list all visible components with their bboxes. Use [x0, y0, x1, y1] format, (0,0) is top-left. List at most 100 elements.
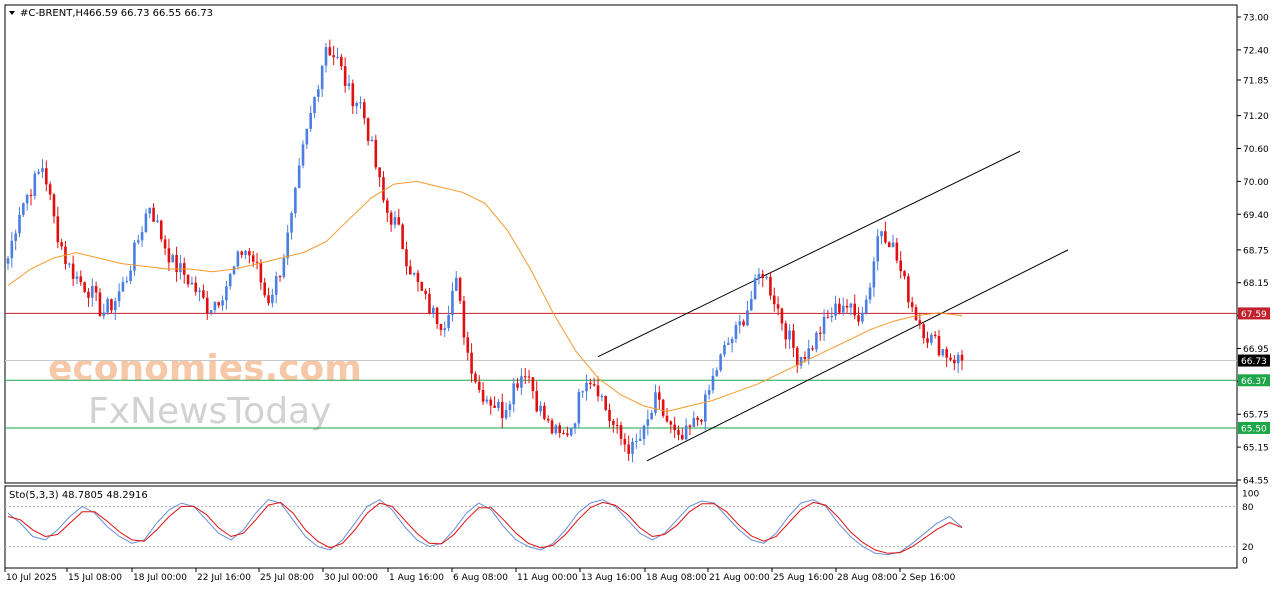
- level-price-labels: 67.59 66.73 66.37 65.50: [1238, 307, 1270, 434]
- level-label: 67.59: [1241, 310, 1267, 320]
- candle-body: [359, 102, 362, 104]
- candle-body: [462, 300, 466, 338]
- time-tick-label: 2 Sep 16:00: [901, 573, 956, 583]
- candle-body: [294, 187, 297, 214]
- candle-body: [71, 263, 75, 279]
- candle-body: [366, 118, 370, 142]
- candle-body: [6, 258, 10, 264]
- moving-average-line: [7, 180, 963, 413]
- candle-body: [876, 236, 880, 262]
- chevron-down-icon[interactable]: [9, 11, 15, 15]
- indicator-pane-frame: [4, 485, 1238, 569]
- time-tick-label: 11 Aug 00:00: [517, 573, 578, 583]
- candle-body: [615, 424, 619, 426]
- candle-body: [45, 168, 48, 185]
- price-tick-label: 71.85: [1243, 77, 1269, 87]
- candle-body: [807, 348, 811, 360]
- candle-body: [190, 282, 194, 285]
- candle-body: [677, 430, 680, 435]
- price-tick-label: 68.15: [1243, 279, 1269, 289]
- candle-body: [343, 66, 347, 86]
- candle-body: [324, 47, 328, 66]
- candle-body: [351, 83, 355, 107]
- candle-body: [868, 287, 872, 300]
- candle-body: [52, 194, 56, 217]
- candle-body: [313, 96, 316, 114]
- channel-lower-line: [646, 249, 1069, 462]
- candle-body: [719, 354, 722, 371]
- candle-body: [826, 316, 830, 318]
- candle-body: [730, 338, 734, 344]
- level-badge: [1238, 374, 1270, 387]
- candle-body: [152, 207, 155, 222]
- candle-body: [454, 277, 458, 291]
- candle-body: [309, 113, 312, 129]
- candle-body: [619, 425, 623, 439]
- candle-body: [378, 167, 381, 178]
- candle-body: [956, 354, 960, 364]
- candle-body: [681, 434, 684, 440]
- price-tick-label: 65.75: [1243, 411, 1269, 421]
- candle-body: [933, 334, 937, 336]
- candle-body: [401, 224, 404, 250]
- candle-body: [834, 303, 837, 316]
- price-tick-label: 68.75: [1243, 246, 1269, 256]
- candle-body: [895, 242, 899, 261]
- stochastic-axis: 100 80 20 0: [1242, 490, 1259, 567]
- price-tick-label: 64.55: [1243, 477, 1269, 487]
- candle-body: [937, 335, 941, 356]
- candle-body: [60, 242, 63, 247]
- candle-body: [527, 376, 531, 378]
- stoch-signal-line: [7, 501, 963, 554]
- candle-body: [650, 412, 653, 420]
- time-axis: 10 Jul 2025 15 Jul 08:00 18 Jul 00:00 22 Ju…: [4, 568, 956, 583]
- candle-body: [428, 293, 431, 314]
- candle-body: [573, 423, 577, 429]
- candle-body: [945, 349, 948, 358]
- candle-body: [14, 233, 17, 241]
- candle-body: [692, 417, 696, 427]
- candle-body: [903, 271, 906, 277]
- time-tick-label: 25 Aug 16:00: [773, 573, 834, 583]
- candle-body: [393, 217, 397, 225]
- candle-body: [596, 385, 600, 397]
- symbol-label: #C-BRENT,H4: [20, 8, 89, 19]
- candle-body: [167, 248, 171, 263]
- candle-body: [604, 396, 607, 410]
- candle-body: [485, 399, 489, 402]
- price-tick-label: 70.00: [1243, 178, 1269, 188]
- candle-body: [880, 231, 883, 237]
- candle-body: [263, 282, 266, 296]
- level-label: 66.73: [1241, 357, 1267, 367]
- stochastic-oscillator: [5, 499, 1237, 556]
- candle-body: [784, 323, 788, 340]
- level-label: 65.50: [1241, 424, 1267, 434]
- candle-body: [18, 214, 21, 234]
- candle-body: [684, 425, 688, 440]
- time-tick-label: 10 Jul 2025: [6, 573, 57, 583]
- candle-body: [520, 376, 523, 388]
- stochastic-label: Sto(5,3,3) 48.7805 48.2916: [9, 490, 148, 501]
- candle-body: [864, 299, 868, 313]
- candle-body: [715, 370, 719, 376]
- candle-body: [474, 373, 477, 382]
- candle-body: [125, 280, 129, 282]
- candle-body: [654, 392, 657, 413]
- candle-body: [290, 213, 293, 233]
- candle-body: [198, 290, 201, 292]
- time-tick-label: 18 Aug 08:00: [646, 573, 707, 583]
- candle-body: [627, 444, 630, 454]
- candle-body: [282, 258, 286, 277]
- candle-body: [811, 348, 814, 350]
- trend-channel: [597, 150, 1069, 462]
- candle-body: [569, 428, 573, 436]
- candle-body: [949, 357, 952, 360]
- candle-body: [25, 194, 29, 204]
- watermark-economies: economies.com: [48, 348, 362, 389]
- candle-body: [918, 320, 922, 325]
- candle-body: [792, 330, 795, 348]
- candle-body: [803, 356, 807, 360]
- candle-body: [704, 394, 707, 422]
- candle-body: [443, 328, 447, 331]
